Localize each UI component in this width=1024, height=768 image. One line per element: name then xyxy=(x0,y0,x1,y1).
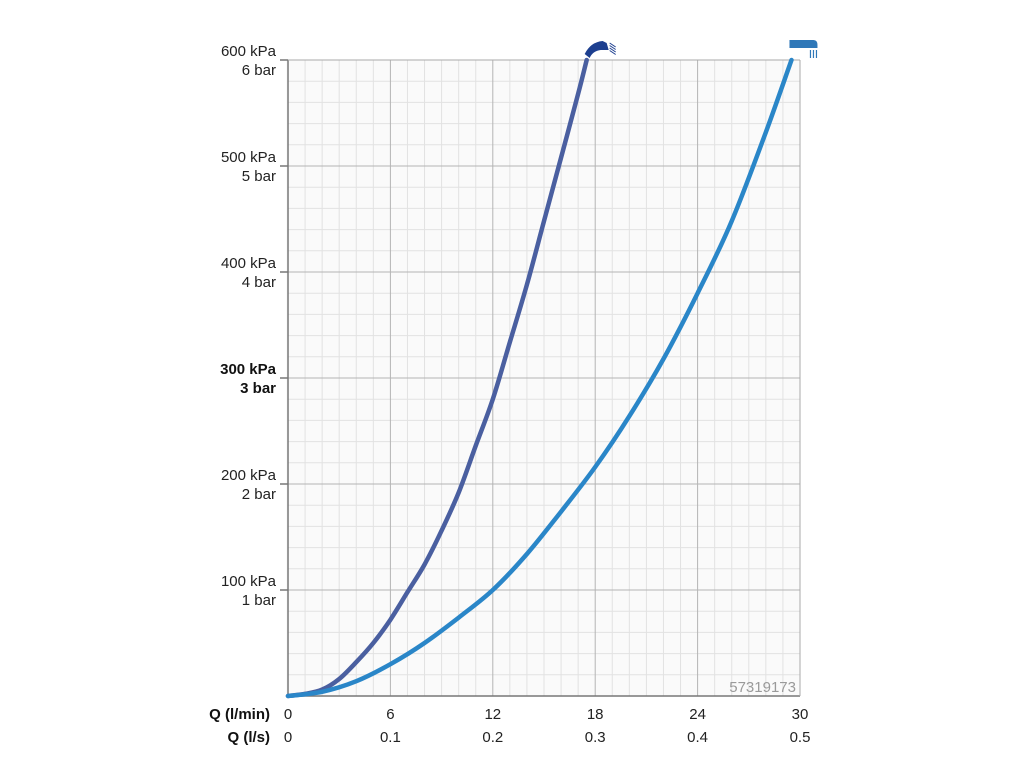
x-tick-label: 0 xyxy=(284,729,292,746)
series-line-2 xyxy=(285,57,794,699)
y-axis-ticks: 100 kPa 1 bar 200 kPa 2 bar 300 kPa 3 bar 400 … xyxy=(220,43,288,609)
x-axis-name: Q (l/s) xyxy=(227,729,270,746)
watermark-id: 57319173 xyxy=(729,679,796,696)
spray-line xyxy=(609,42,616,48)
jet-head-shape xyxy=(789,40,818,48)
rain-shower-icon xyxy=(584,41,616,58)
series-line-1 xyxy=(285,57,589,699)
series-lines xyxy=(285,57,794,699)
y-tick-label-kpa: 400 kPa xyxy=(221,255,277,272)
y-tick-label-kpa: 500 kPa xyxy=(221,149,277,166)
y-tick-label-bar: 3 bar xyxy=(240,380,276,397)
x-tick-label: 0.4 xyxy=(687,729,708,746)
x-tick-label: 6 xyxy=(386,706,394,723)
y-tick-label-kpa: 600 kPa xyxy=(221,43,277,60)
series-icons xyxy=(584,40,818,58)
x-tick-label: 0.2 xyxy=(482,729,503,746)
shower-head-shape xyxy=(584,41,609,58)
x-tick-label: 0 xyxy=(284,706,292,723)
x-tick-label: 18 xyxy=(587,706,604,723)
y-tick-label-kpa: 200 kPa xyxy=(221,467,277,484)
spray-line xyxy=(609,47,616,53)
y-tick-label-bar: 6 bar xyxy=(242,62,276,79)
y-tick-label-bar: 2 bar xyxy=(242,486,276,503)
x-axis-ticks: Q (l/min) 0 6 12 18 24 30 Q (l/s) 0 0.1 0.2 0.3 0.4 0… xyxy=(209,706,810,746)
x-axis-name: Q (l/min) xyxy=(209,706,270,723)
y-tick-label-bar: 4 bar xyxy=(242,274,276,291)
x-tick-label: 0.5 xyxy=(790,729,811,746)
x-tick-label: 12 xyxy=(484,706,501,723)
y-tick-label-kpa: 300 kPa xyxy=(220,361,277,378)
x-tick-label: 30 xyxy=(792,706,809,723)
x-tick-label: 24 xyxy=(689,706,706,723)
spray-line xyxy=(609,45,616,50)
y-tick-label-kpa: 100 kPa xyxy=(221,573,277,590)
y-tick-label-bar: 1 bar xyxy=(242,592,276,609)
y-tick-label-bar: 5 bar xyxy=(242,168,276,185)
x-tick-label: 0.1 xyxy=(380,729,401,746)
spray-line xyxy=(609,50,616,55)
x-tick-label: 0.3 xyxy=(585,729,606,746)
straight-jet-icon xyxy=(789,40,818,58)
